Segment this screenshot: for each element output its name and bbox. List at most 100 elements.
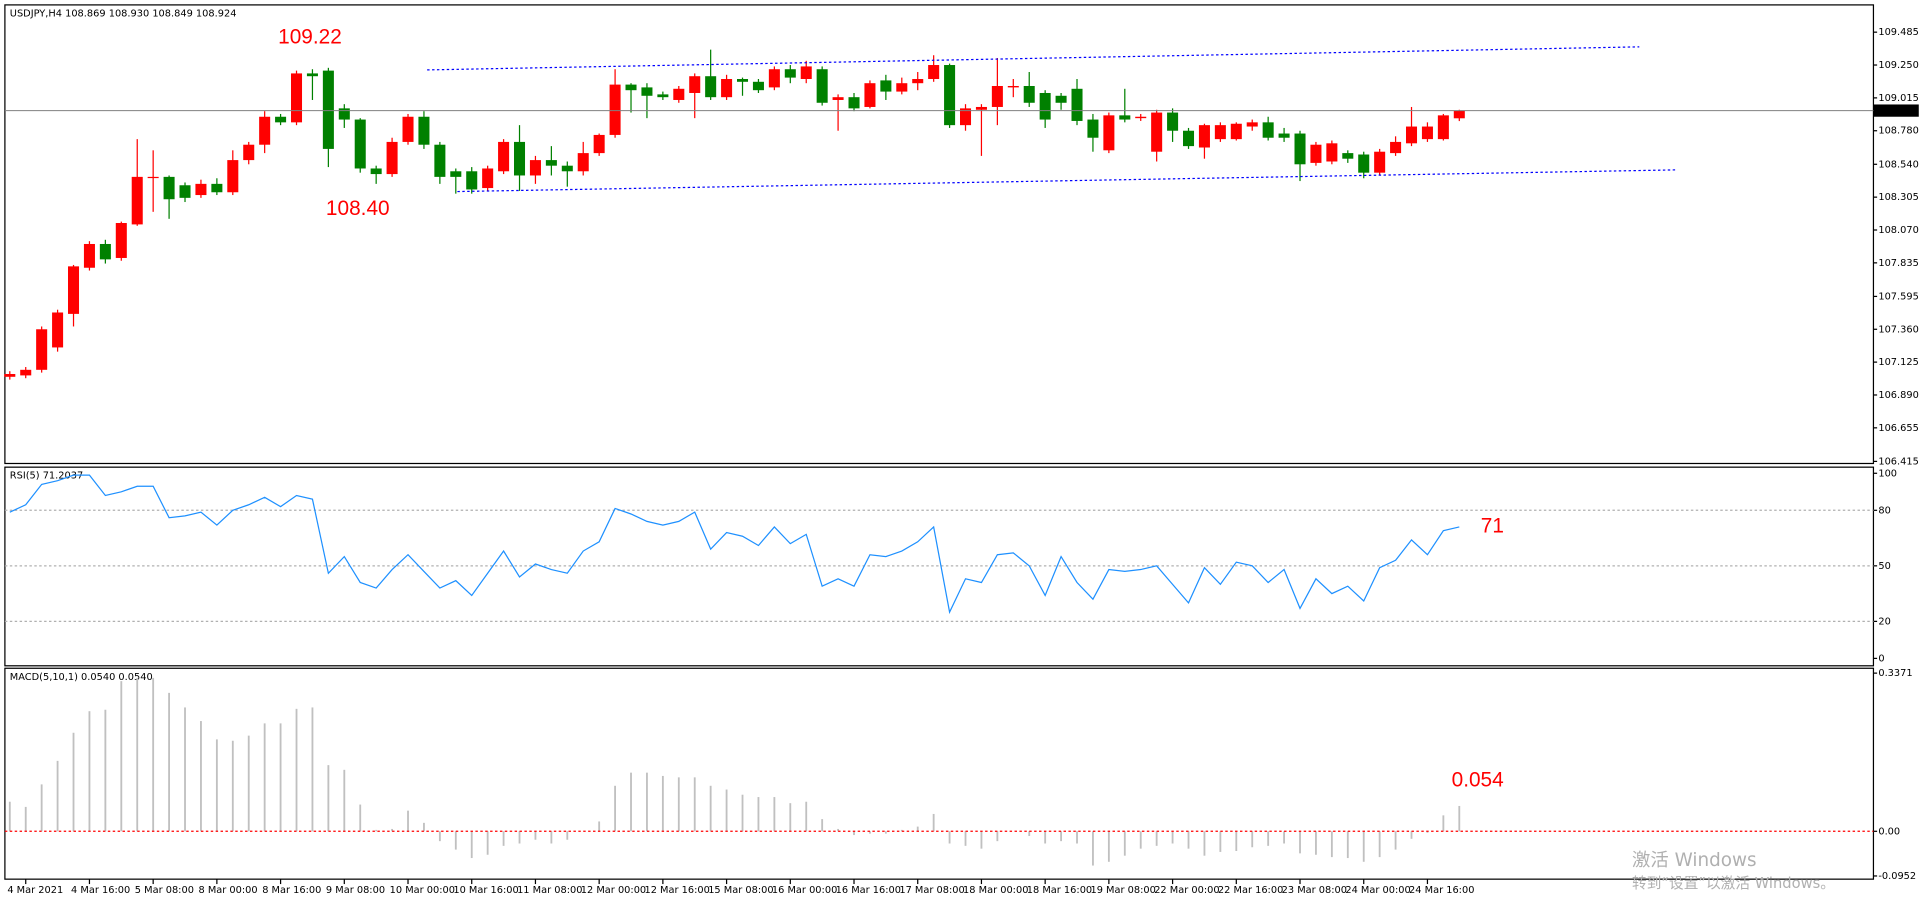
- candle-body: [163, 176, 175, 200]
- candle-body: [466, 171, 478, 190]
- candle-body: [498, 141, 510, 172]
- candle-body: [1230, 123, 1242, 140]
- candle-body: [1342, 153, 1354, 159]
- annotation: 109.22: [278, 26, 342, 49]
- x-tick-label: 17 Mar 08:00: [899, 885, 964, 896]
- x-tick-label: 9 Mar 08:00: [326, 885, 385, 896]
- candle-body: [896, 83, 908, 92]
- candle-body: [386, 141, 398, 175]
- candle-body: [211, 183, 223, 193]
- candle-body: [4, 374, 16, 377]
- candle-body: [529, 160, 541, 176]
- x-tick-label: 24 Mar 00:00: [1345, 885, 1410, 896]
- candle-body: [1294, 133, 1306, 165]
- candle-body: [1358, 154, 1370, 173]
- candle-body: [36, 329, 48, 370]
- x-tick-label: 12 Mar 00:00: [581, 885, 646, 896]
- x-tick-label: 5 Mar 08:00: [135, 885, 194, 896]
- candle-body: [1437, 115, 1449, 140]
- candle-body: [147, 176, 159, 179]
- candle-body: [705, 76, 717, 98]
- candle-body: [370, 168, 382, 175]
- candle-body: [434, 144, 446, 177]
- candle-body: [577, 153, 589, 172]
- candle-body: [912, 79, 924, 84]
- candle-body: [991, 85, 1003, 107]
- x-tick-label: 19 Mar 08:00: [1090, 885, 1155, 896]
- x-tick-label: 12 Mar 16:00: [644, 885, 709, 896]
- candle-body: [1453, 110, 1465, 119]
- x-tick-label: 22 Mar 00:00: [1154, 885, 1219, 896]
- candle-body: [864, 83, 876, 107]
- y-tick-label: 106.890: [1878, 390, 1919, 401]
- candle-body: [784, 69, 796, 78]
- candle-body: [1326, 143, 1338, 162]
- candle-body: [1007, 85, 1019, 88]
- candle-body: [243, 144, 255, 161]
- x-tick-label: 10 Mar 16:00: [453, 885, 518, 896]
- annotation: 108.40: [326, 197, 390, 220]
- candle-body: [657, 94, 669, 98]
- candle-body: [721, 79, 733, 98]
- x-tick-label: 18 Mar 16:00: [1027, 885, 1092, 896]
- y-tick-label: 80: [1878, 505, 1890, 516]
- x-tick-label: 8 Mar 00:00: [198, 885, 257, 896]
- candle-body: [1390, 141, 1402, 154]
- candle-body: [322, 70, 334, 149]
- y-tick-label: 109.485: [1878, 27, 1919, 38]
- candle-body: [641, 87, 653, 96]
- y-tick-label: 107.835: [1878, 258, 1919, 269]
- y-tick-label: 107.595: [1878, 291, 1919, 302]
- y-tick-label: 0: [1878, 653, 1884, 664]
- y-tick-label: 20: [1878, 616, 1890, 627]
- candle-body: [1135, 116, 1147, 119]
- candle-body: [800, 66, 812, 80]
- x-tick-label: 15 Mar 08:00: [708, 885, 773, 896]
- candle-body: [99, 243, 111, 260]
- candle-body: [832, 97, 844, 100]
- candle-body: [402, 116, 414, 142]
- y-tick-label: 0.00: [1878, 826, 1900, 837]
- candle-body: [68, 266, 80, 314]
- candle-body: [928, 65, 940, 80]
- candle-body: [1151, 112, 1163, 152]
- candle-body: [768, 69, 780, 88]
- y-tick-label: 108.780: [1878, 126, 1919, 137]
- candle-body: [1214, 125, 1226, 140]
- x-tick-label: 23 Mar 08:00: [1282, 885, 1347, 896]
- price-pane: [4, 4, 1875, 465]
- candle-body: [561, 165, 573, 172]
- candle-body: [960, 108, 972, 126]
- x-tick-label: 16 Mar 16:00: [836, 885, 901, 896]
- candle-body: [1198, 125, 1210, 148]
- candle-body: [291, 73, 303, 123]
- x-tick-label: 24 Mar 16:00: [1409, 885, 1474, 896]
- candle-body: [1087, 119, 1099, 138]
- x-tick-label: 8 Mar 16:00: [262, 885, 321, 896]
- annotation: 71: [1481, 515, 1504, 538]
- annotation: 0.054: [1452, 769, 1504, 792]
- candle-body: [1039, 92, 1051, 120]
- candle-body: [752, 81, 764, 91]
- candle-body: [975, 106, 987, 110]
- candle-body: [816, 69, 828, 103]
- candle-body: [737, 79, 749, 82]
- candle-body: [115, 223, 127, 258]
- y-tick-label: 109.250: [1878, 60, 1919, 71]
- candle-body: [179, 185, 191, 198]
- candle-body: [514, 141, 526, 176]
- candle-body: [1055, 95, 1067, 103]
- y-tick-label: 108.070: [1878, 225, 1919, 236]
- watermark-text: 转到“设置”以激活 Windows。: [1632, 875, 1835, 892]
- candle-body: [609, 84, 621, 135]
- last-price-label: 108.924: [1877, 106, 1918, 117]
- trend-line: [427, 46, 1640, 71]
- y-tick-label: 107.125: [1878, 357, 1919, 368]
- trend-line: [457, 169, 1676, 193]
- candle-body: [1119, 115, 1131, 120]
- candle-body: [1278, 133, 1290, 138]
- candle-body: [354, 119, 366, 169]
- candle-body: [227, 160, 239, 193]
